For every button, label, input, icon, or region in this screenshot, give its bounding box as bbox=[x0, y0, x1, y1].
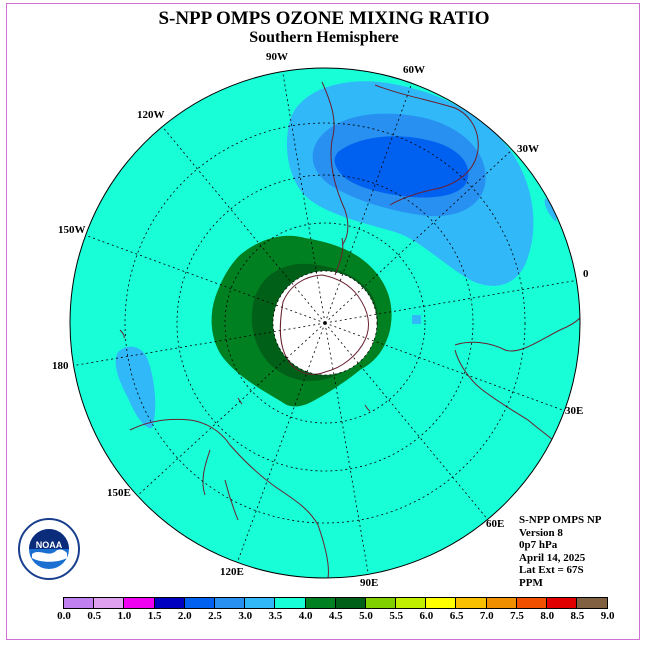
colorbar-tick-label: 1.5 bbox=[147, 610, 162, 622]
colorbar-tick-label: 0.5 bbox=[87, 610, 102, 622]
colorbar-swatch bbox=[577, 598, 608, 608]
lon-label-60w: 60W bbox=[403, 64, 425, 76]
map-subtitle: Southern Hemisphere bbox=[249, 29, 399, 46]
lon-label-30e: 30E bbox=[565, 405, 584, 417]
colorbar-ticks: 0.0 0.5 1.0 1.5 2.0 2.5 3.0 3.5 4.0 4.5 5.0 5.5 6.0 6… bbox=[0, 610, 648, 624]
colorbar-swatch bbox=[335, 598, 366, 608]
colorbar-tick-label: 1.0 bbox=[117, 610, 132, 622]
colorbar-swatch bbox=[305, 598, 336, 608]
colorbar-swatch bbox=[456, 598, 487, 608]
colorbar-swatch bbox=[426, 598, 457, 608]
lon-label-0: 0 bbox=[583, 268, 589, 280]
ozone-region-3-0-3-5-east bbox=[544, 198, 557, 222]
lon-label-120e: 120E bbox=[220, 566, 244, 578]
ozone-region-2-0-2-5 bbox=[334, 136, 469, 198]
lon-label-150w: 150W bbox=[58, 224, 86, 236]
coastlines bbox=[119, 81, 580, 578]
lon-label-60e: 60E bbox=[486, 518, 505, 530]
colorbar-tick-label: 2.5 bbox=[208, 610, 222, 622]
graticule bbox=[70, 68, 580, 578]
colorbar bbox=[63, 597, 609, 609]
info-pressure: 0p7 hPa bbox=[519, 539, 558, 551]
colorbar-swatch bbox=[64, 598, 95, 608]
colorbar-tick-label: 7.0 bbox=[479, 610, 494, 622]
colorbar-tick-label: 6.5 bbox=[449, 610, 464, 622]
colorbar-swatch bbox=[275, 598, 306, 608]
colorbar-tick-label: 3.0 bbox=[238, 610, 253, 622]
colorbar-swatch bbox=[154, 598, 185, 608]
colorbar-tick-label: 6.0 bbox=[419, 610, 434, 622]
lon-label-120w: 120W bbox=[137, 109, 165, 121]
colorbar-tick-label: 8.0 bbox=[540, 610, 555, 622]
colorbar-swatch bbox=[184, 598, 215, 608]
colorbar-swatch bbox=[547, 598, 578, 608]
colorbar-swatch bbox=[516, 598, 547, 608]
colorbar-tick-label: 4.0 bbox=[298, 610, 313, 622]
colorbar-swatch bbox=[245, 598, 276, 608]
lon-label-180: 180 bbox=[52, 360, 69, 372]
ozone-pixel-3-0-3-5 bbox=[412, 315, 421, 324]
colorbar-tick-label: 5.0 bbox=[359, 610, 373, 622]
info-version: Version 8 bbox=[519, 526, 563, 539]
colorbar-tick-label: 3.5 bbox=[268, 610, 283, 622]
lon-label-150e: 150E bbox=[107, 487, 131, 499]
lon-label-90w: 90W bbox=[266, 51, 288, 63]
map-title: S-NPP OMPS OZONE MIXING RATIO bbox=[158, 8, 490, 29]
lon-label-90e: 90E bbox=[360, 577, 379, 589]
colorbar-tick-label: 2.0 bbox=[177, 610, 192, 622]
colorbar-swatch bbox=[365, 598, 397, 608]
ozone-region-3-0-3-5-west bbox=[115, 346, 156, 429]
colorbar-tick-label: 4.5 bbox=[328, 610, 343, 622]
colorbar-tick-label: 7.5 bbox=[510, 610, 524, 622]
map-border bbox=[69, 67, 581, 579]
logo-text: NOAA bbox=[36, 540, 63, 550]
info-instrument: S-NPP OMPS NP bbox=[519, 514, 602, 526]
colorbar-tick-label: 5.5 bbox=[389, 610, 404, 622]
colorbar-tick-label: 0.0 bbox=[57, 610, 71, 622]
colorbar-swatch bbox=[396, 598, 427, 608]
info-block: S-NPP OMPS NP Version 8 0p7 hPa April 14… bbox=[519, 514, 602, 589]
colorbar-tick-label: 9.0 bbox=[600, 610, 615, 622]
colorbar-tick-label: 8.5 bbox=[570, 610, 585, 622]
info-lat-extent: Lat Ext = 67S bbox=[519, 564, 584, 576]
noaa-logo: NOAA bbox=[18, 518, 80, 584]
colorbar-swatch bbox=[94, 598, 125, 608]
colorbar-swatch bbox=[214, 598, 246, 608]
plot-frame bbox=[6, 3, 640, 640]
info-units: PPM bbox=[519, 576, 543, 589]
lon-label-30w: 30W bbox=[517, 143, 539, 155]
info-date: April 14, 2025 bbox=[519, 551, 586, 564]
colorbar-swatch bbox=[124, 598, 155, 608]
colorbar-swatch bbox=[486, 598, 517, 608]
